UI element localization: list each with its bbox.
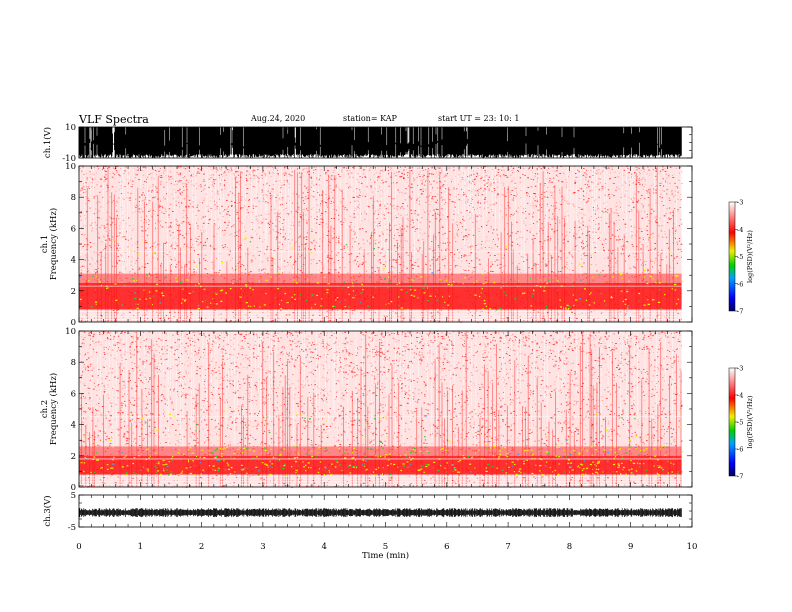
colorbar-tick-label: -6	[737, 280, 743, 288]
colorbar	[728, 201, 736, 312]
y-tick-label: 6	[71, 389, 76, 399]
y-tick-label: -5	[68, 523, 76, 533]
ch1-spectrogram-image	[79, 166, 684, 323]
y-axis-label: Frequency (kHz)	[48, 208, 59, 280]
y-tick-label: 2	[71, 452, 76, 462]
colorbar-tick-label: -5	[737, 253, 743, 261]
y-axis-label: ch.1	[40, 235, 50, 253]
colorbar-tick-label: -7	[737, 308, 743, 316]
figure-title: VLF Spectra	[79, 113, 149, 126]
colorbar-tick-label: -6	[737, 446, 743, 454]
spectrogram-band-edge	[79, 273, 682, 283]
colorbar-tick-label: -4	[737, 226, 743, 234]
y-tick-label: 0	[71, 483, 76, 493]
x-tick-label: 0	[76, 542, 81, 552]
x-tick-label: 7	[505, 542, 510, 552]
colorbar-label: log(PSD)(V²/Hz)	[746, 230, 754, 283]
x-axis-label: Time (min)	[362, 550, 409, 561]
y-tick-label: 0	[71, 318, 76, 328]
x-tick-label: 3	[260, 542, 265, 552]
spectrogram-band	[79, 283, 682, 310]
x-tick-label: 9	[628, 542, 633, 552]
spectrogram-gaps	[79, 331, 679, 456]
ch3-waveform-trace	[78, 508, 682, 518]
ch1-waveform-trace	[78, 127, 682, 158]
ch2-spectrogram-image	[79, 331, 684, 488]
y-tick-label: 2	[71, 287, 76, 297]
colorbar-label: log(PSD)(V²/Hz)	[746, 395, 754, 448]
y-tick-label: 5	[71, 491, 76, 501]
y-axis-label: ch.3(V)	[42, 495, 53, 526]
x-tick-label: 4	[321, 542, 326, 552]
x-tick-label: 10	[687, 542, 698, 552]
y-tick-label: 10	[65, 162, 76, 172]
station-label: station= KAP	[343, 114, 397, 123]
spectrogram-gaps	[79, 166, 682, 291]
y-tick-label: 10	[65, 327, 76, 337]
colorbar-tick-label: -5	[737, 419, 743, 427]
y-tick-label: 4	[71, 421, 76, 431]
y-tick-label: 10	[65, 123, 76, 133]
spectrogram-band-edge	[79, 446, 682, 456]
y-tick-label: 8	[71, 193, 76, 203]
colorbar-tick-label: -7	[737, 473, 743, 481]
x-tick-label: 2	[199, 542, 204, 552]
y-tick-label: -10	[62, 154, 76, 164]
colorbar	[728, 367, 736, 477]
y-axis-label: ch.2	[40, 400, 50, 418]
colorbar-tick-label: -3	[737, 199, 743, 207]
y-tick-label: 8	[71, 358, 76, 368]
colorbar-tick-label: -4	[737, 392, 743, 400]
x-tick-label: 8	[567, 542, 572, 552]
date-label: Aug.24, 2020	[251, 114, 306, 123]
y-tick-label: 6	[71, 224, 76, 234]
start-ut-label: start UT = 23: 10: 1	[438, 114, 520, 123]
y-axis-label: Frequency (kHz)	[48, 373, 59, 445]
y-tick-label: 4	[71, 256, 76, 266]
x-tick-label: 5	[383, 542, 388, 552]
y-axis-label: ch.1(V)	[42, 127, 53, 158]
colorbar-tick-label: -3	[737, 365, 743, 373]
x-tick-label: 6	[444, 542, 449, 552]
x-tick-label: 1	[138, 542, 143, 552]
